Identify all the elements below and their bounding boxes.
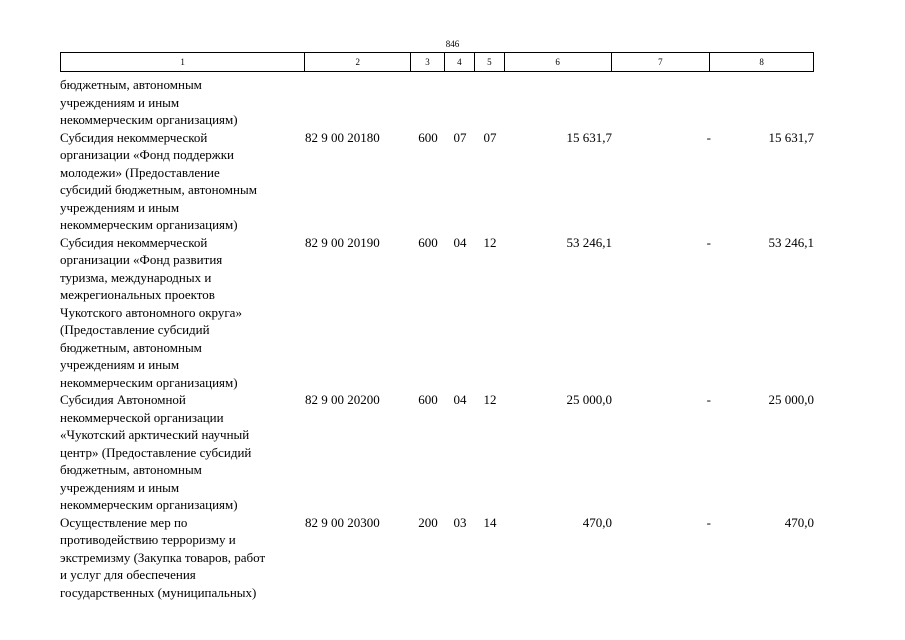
row-col-8: [711, 76, 814, 129]
header-col-2: 2: [305, 53, 412, 71]
row-col-5: 12: [483, 392, 497, 407]
row-col-6: 25 000,0: [566, 392, 613, 407]
row-col-4: 07: [453, 129, 467, 145]
header-col-3: 3: [411, 53, 445, 71]
row-col-6: 470,0: [582, 514, 612, 530]
row-col-5: 14: [483, 514, 497, 530]
header-col-4: 4: [445, 53, 475, 71]
row-col-4: [445, 76, 475, 129]
table-row: бюджетным, автономным учреждениям и иным…: [60, 76, 814, 129]
row-col-5: 12: [483, 234, 497, 250]
row-col-7: -: [706, 129, 711, 145]
row-col-3: 600: [418, 234, 438, 250]
table-body: бюджетным, автономным учреждениям и иным…: [60, 76, 814, 601]
row-col-8: 53 246,1: [768, 234, 815, 250]
row-col-3: 600: [418, 392, 438, 407]
row-col-3: 600: [418, 129, 438, 145]
table-row: Субсидия Автономной некоммерческой орган…: [60, 391, 814, 514]
row-col-3: 200: [418, 514, 438, 530]
row-description: бюджетным, автономным учреждениям и иным…: [60, 77, 238, 127]
row-description: Субсидия некоммерческой организации «Фон…: [60, 234, 242, 390]
row-col-7: -: [706, 392, 711, 407]
table-row: Осуществление мер по противодействию тер…: [60, 514, 814, 602]
header-col-1: 1: [61, 53, 306, 71]
table-row: Субсидия некоммерческой организации «Фон…: [60, 234, 814, 392]
row-col-6: 53 246,1: [566, 234, 613, 250]
row-code: 82 9 00 20300: [305, 514, 380, 530]
row-description: Субсидия Автономной некоммерческой орган…: [60, 392, 252, 512]
row-col-7: -: [706, 234, 711, 250]
row-col-4: 03: [453, 514, 467, 530]
row-col-4: 04: [453, 234, 467, 250]
row-code: [305, 76, 411, 129]
row-col-8: 470,0: [784, 514, 814, 530]
page-number: 846: [445, 39, 460, 49]
table-row: Субсидия некоммерческой организации «Фон…: [60, 129, 814, 234]
row-col-7: [612, 76, 711, 129]
header-col-5: 5: [475, 53, 505, 71]
row-code: 82 9 00 20180: [305, 129, 380, 145]
row-col-8: 25 000,0: [768, 392, 815, 407]
row-col-5: [475, 76, 505, 129]
row-description: Осуществление мер по противодействию тер…: [60, 514, 266, 600]
row-col-4: 04: [453, 392, 467, 407]
row-col-6: 15 631,7: [566, 129, 613, 145]
row-col-3: [411, 76, 445, 129]
row-code: 82 9 00 20190: [305, 234, 380, 250]
row-code: 82 9 00 20200: [305, 392, 380, 407]
table-header: 1 2 3 4 5 6 7 8: [60, 52, 814, 72]
row-col-5: 07: [483, 129, 497, 145]
row-col-7: -: [706, 514, 711, 530]
row-description: Субсидия некоммерческой организации «Фон…: [60, 129, 257, 233]
header-col-8: 8: [759, 57, 764, 67]
header-col-7: 7: [612, 53, 711, 71]
row-col-6: [505, 76, 612, 129]
header-col-6: 6: [505, 53, 612, 71]
row-col-8: 15 631,7: [768, 129, 815, 145]
